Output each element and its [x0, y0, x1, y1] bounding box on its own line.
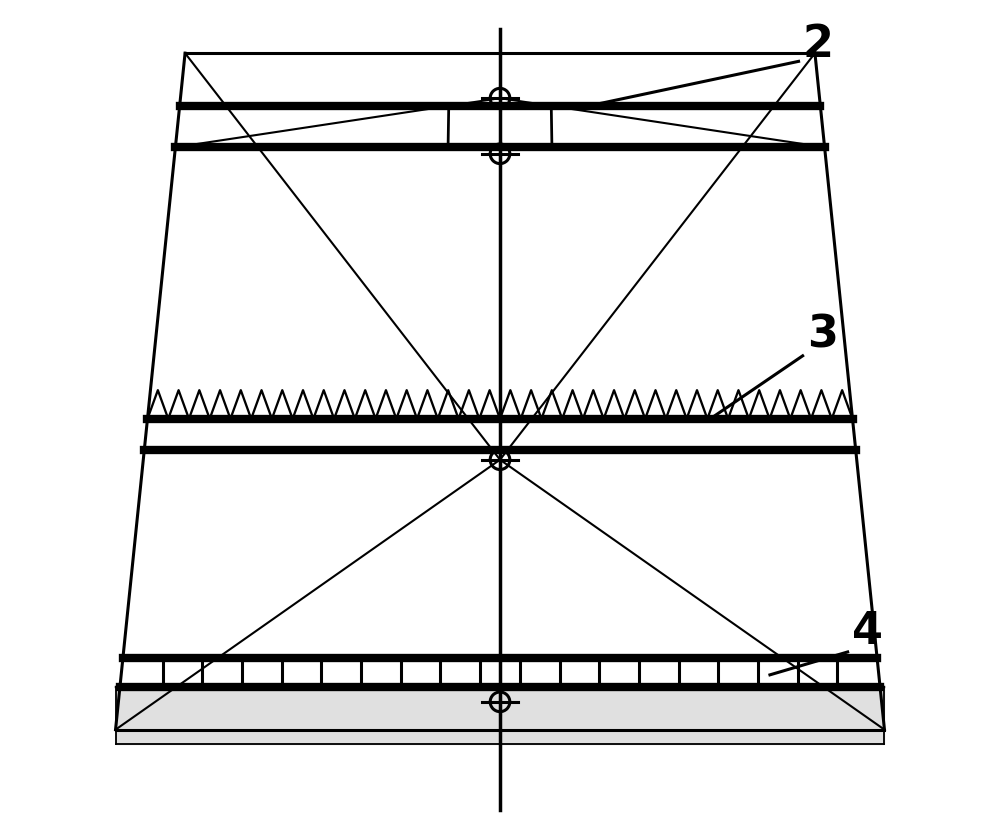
Text: 4: 4	[852, 610, 883, 653]
Text: 3: 3	[807, 314, 838, 357]
Text: 2: 2	[803, 24, 834, 66]
Polygon shape	[116, 687, 884, 744]
